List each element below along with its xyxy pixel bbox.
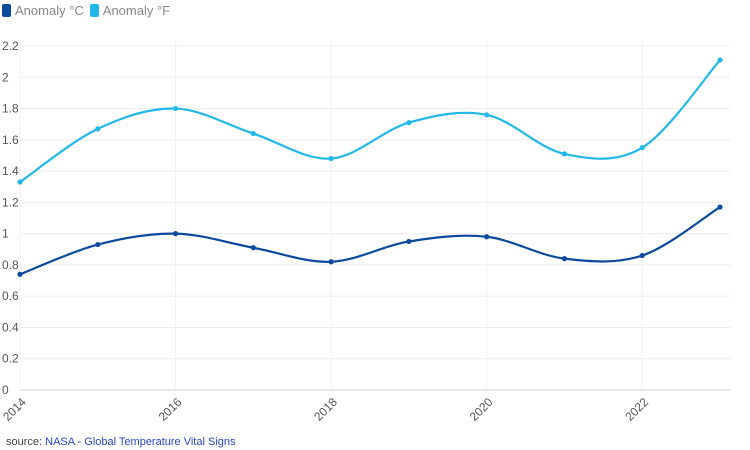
y-tick-label: 2.2: [2, 39, 19, 53]
data-point-celsius: [561, 256, 568, 262]
data-point-celsius: [172, 231, 179, 237]
legend-item-celsius[interactable]: Anomaly °C: [2, 3, 84, 18]
series-line-fahrenheit: [19, 59, 721, 183]
y-tick-label: 0.8: [2, 258, 19, 272]
y-tick-label: 2: [2, 70, 9, 84]
y-tick-label: 0.6: [2, 289, 19, 303]
data-point-fahrenheit: [95, 126, 101, 132]
y-tick-label: 1.4: [2, 164, 19, 178]
source-prefix: source:: [6, 436, 43, 448]
data-point-fahrenheit: [639, 145, 645, 151]
y-tick-label: 0: [2, 383, 9, 397]
data-point-celsius: [328, 259, 334, 265]
x-tick-label: 2016: [156, 395, 185, 424]
data-point-celsius: [406, 238, 412, 245]
data-point-celsius: [484, 234, 490, 240]
y-tick-label: 0.2: [2, 352, 19, 366]
data-point-fahrenheit: [484, 112, 490, 118]
legend-label-fahrenheit: Anomaly °F: [102, 3, 171, 18]
series-line-celsius: [19, 206, 721, 276]
data-point-fahrenheit: [172, 105, 179, 112]
legend-swatch-fahrenheit: [89, 4, 99, 17]
legend-swatch-celsius: [2, 4, 11, 17]
x-tick-label: 2022: [622, 395, 651, 424]
x-tick-label: 2018: [311, 395, 340, 424]
data-point-fahrenheit: [406, 120, 412, 126]
data-point-celsius: [17, 271, 23, 277]
y-tick-label: 1: [2, 227, 9, 241]
y-tick-label: 1.2: [2, 195, 19, 209]
data-point-fahrenheit: [328, 155, 334, 162]
data-point-celsius: [717, 204, 723, 210]
y-tick-label: 1.6: [2, 133, 19, 147]
data-point-fahrenheit: [250, 130, 256, 137]
data-point-fahrenheit: [17, 179, 23, 185]
source-link[interactable]: NASA - Global Temperature Vital Signs: [45, 436, 236, 448]
y-tick-label: 0.4: [2, 320, 19, 334]
data-point-celsius: [250, 245, 256, 251]
data-point-celsius: [95, 241, 101, 248]
legend-item-fahrenheit[interactable]: Anomaly °F: [89, 3, 171, 18]
x-tick-label: 2014: [0, 395, 29, 424]
source-note: source: NASA - Global Temperature Vital …: [6, 436, 236, 448]
legend-label-celsius: Anomaly °C: [15, 3, 84, 18]
data-point-celsius: [639, 252, 645, 259]
data-point-fahrenheit: [717, 57, 723, 63]
x-tick-label: 2020: [467, 395, 496, 424]
y-tick-label: 1.8: [2, 102, 19, 116]
legend: Anomaly °C Anomaly °F: [2, 3, 176, 18]
data-point-fahrenheit: [561, 151, 568, 157]
